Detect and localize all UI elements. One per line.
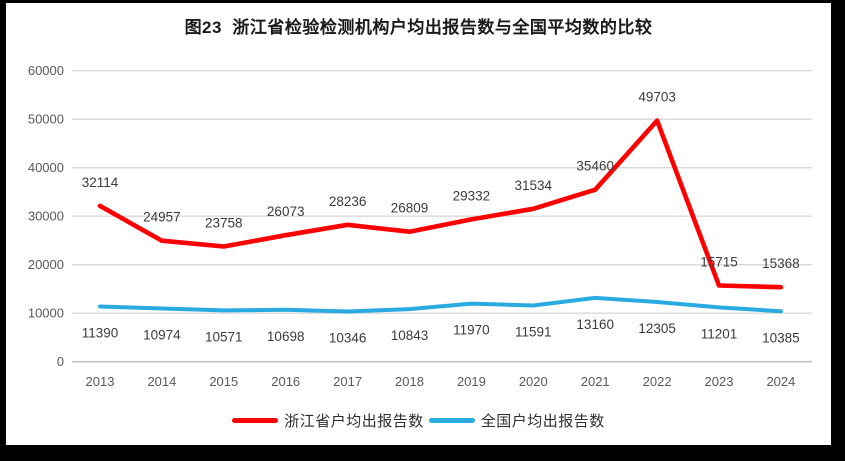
scan-border-left (0, 0, 6, 461)
y-tick-label: 60000 (28, 63, 64, 78)
x-tick-label: 2023 (705, 374, 734, 389)
data-label: 10698 (267, 329, 305, 344)
scan-border-top (0, 0, 845, 3)
data-label: 28236 (329, 194, 367, 209)
x-tick-label: 2021 (581, 374, 610, 389)
data-label: 10843 (391, 328, 429, 343)
data-label: 24957 (143, 210, 181, 225)
x-tick-label: 2014 (147, 374, 176, 389)
data-label: 11970 (453, 323, 490, 338)
data-label: 10974 (143, 327, 181, 342)
data-label: 10571 (205, 329, 243, 344)
data-label: 10346 (329, 331, 367, 346)
y-tick-label: 50000 (28, 112, 64, 127)
data-label: 26809 (391, 201, 429, 216)
legend-item-national: 全国户均出报告数 (428, 410, 605, 431)
x-tick-label: 2019 (457, 374, 486, 389)
x-tick-label: 2022 (643, 374, 672, 389)
data-label: 11591 (515, 324, 552, 339)
data-label: 35460 (576, 159, 614, 174)
data-label: 15368 (762, 256, 800, 271)
y-tick-label: 40000 (28, 160, 64, 175)
y-tick-label: 0 (57, 354, 64, 369)
y-tick-label: 30000 (28, 209, 64, 224)
x-tick-label: 2016 (271, 374, 300, 389)
data-label: 11390 (82, 325, 119, 340)
y-tick-label: 10000 (28, 306, 64, 321)
series-line-1 (98, 295, 783, 314)
legend-item-zhejiang: 浙江省户均出报告数 (232, 410, 424, 431)
data-label: 49703 (638, 90, 676, 105)
legend-red-line-swatch (232, 418, 279, 423)
data-label: 15715 (700, 254, 738, 269)
scan-border-bottom (0, 445, 845, 461)
data-label: 13160 (576, 317, 614, 332)
legend-label-national: 全国户均出报告数 (480, 413, 605, 430)
scan-border-right (831, 0, 845, 461)
data-label: 10385 (762, 330, 800, 345)
legend-label-zhejiang: 浙江省户均出报告数 (284, 413, 424, 430)
data-label: 23758 (205, 215, 243, 230)
data-label: 12305 (638, 321, 676, 336)
legend: 浙江省户均出报告数 全国户均出报告数 (6, 410, 831, 431)
x-tick-label: 2015 (209, 374, 238, 389)
x-tick-label: 2013 (86, 374, 115, 389)
x-tick-label: 2017 (333, 374, 362, 389)
data-label: 31534 (515, 178, 553, 193)
y-tick-label: 20000 (28, 257, 64, 272)
legend-blue-line-swatch (428, 418, 475, 423)
x-tick-label: 2024 (766, 374, 795, 389)
x-tick-label: 2018 (395, 374, 424, 389)
data-label: 11201 (701, 326, 738, 341)
chart-title: 图23 浙江省检验检测机构户均出报告数与全国平均数的比较 (184, 18, 653, 37)
data-label: 29332 (453, 188, 491, 203)
data-label: 32114 (82, 175, 119, 190)
data-label: 26073 (267, 204, 305, 219)
x-tick-label: 2020 (519, 374, 548, 389)
series-line-0 (97, 118, 784, 290)
